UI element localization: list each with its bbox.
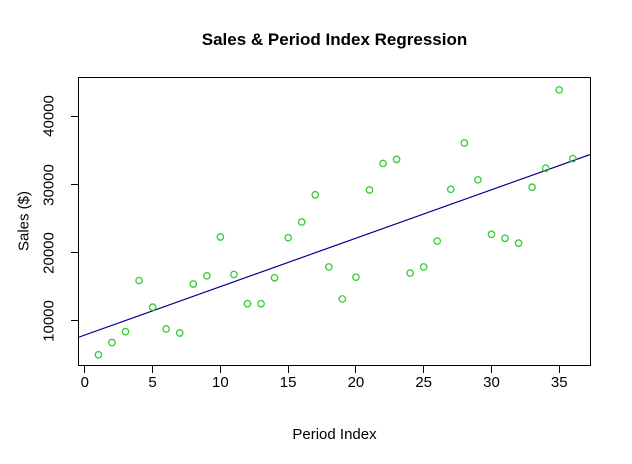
y-tick-mark: [71, 320, 78, 322]
x-tick-label: 35: [550, 374, 568, 391]
data-point: [460, 139, 469, 147]
x-tick-mark: [423, 366, 425, 373]
data-point: [257, 299, 265, 308]
y-tick-label: 40000: [40, 95, 58, 138]
plot-area: [78, 77, 591, 366]
y-tick-label: 30000: [40, 163, 58, 206]
data-point: [202, 271, 211, 280]
data-point: [230, 270, 238, 279]
plot-canvas: [79, 86, 590, 359]
regression-line: [79, 154, 590, 338]
data-point: [541, 164, 550, 173]
y-tick-mark: [71, 252, 78, 254]
data-point: [243, 299, 252, 308]
x-tick-mark: [152, 366, 154, 373]
y-axis-label: Sales ($): [15, 190, 33, 252]
data-point: [514, 239, 523, 247]
x-tick-mark: [287, 366, 289, 373]
data-point: [121, 327, 130, 336]
data-point: [501, 234, 509, 243]
x-tick-mark: [558, 366, 560, 373]
x-tick-mark: [219, 366, 221, 373]
data-point: [270, 273, 279, 282]
x-axis-label: Period Index: [292, 426, 377, 443]
data-point: [528, 183, 536, 192]
x-tick-label: 30: [483, 374, 500, 391]
x-tick-label: 20: [347, 374, 365, 391]
data-point: [474, 175, 482, 184]
data-point: [324, 263, 333, 271]
data-point: [487, 230, 496, 239]
data-point: [352, 273, 360, 282]
x-tick-label: 5: [148, 374, 157, 391]
data-point: [392, 155, 401, 164]
y-tick-mark: [71, 115, 78, 117]
y-tick-mark: [71, 184, 78, 186]
data-point: [338, 295, 347, 303]
data-point: [162, 325, 171, 333]
x-tick-label: 0: [80, 374, 89, 391]
data-point: [406, 269, 414, 277]
x-tick-label: 10: [212, 374, 229, 391]
x-tick-mark: [84, 366, 86, 373]
x-tick-label: 25: [415, 374, 433, 391]
data-point: [568, 154, 577, 163]
data-point: [108, 338, 116, 347]
data-point: [135, 276, 143, 285]
data-point: [419, 263, 428, 271]
data-point: [284, 233, 292, 242]
x-tick-mark: [355, 366, 357, 373]
data-point: [94, 350, 103, 359]
data-point: [148, 303, 157, 311]
data-point: [216, 233, 225, 241]
chart-title: Sales & Period Index Regression: [201, 30, 468, 49]
x-tick-label: 15: [279, 374, 297, 391]
data-point: [297, 218, 306, 226]
y-tick-label: 10000: [40, 299, 58, 342]
data-point: [365, 186, 374, 194]
y-tick-label: 20000: [40, 231, 58, 274]
data-point: [555, 86, 564, 94]
data-point: [433, 237, 442, 245]
data-point: [311, 190, 320, 199]
data-point: [446, 185, 455, 194]
data-point: [175, 329, 184, 337]
data-point: [189, 280, 198, 288]
data-point: [379, 159, 387, 168]
x-tick-mark: [490, 366, 492, 373]
